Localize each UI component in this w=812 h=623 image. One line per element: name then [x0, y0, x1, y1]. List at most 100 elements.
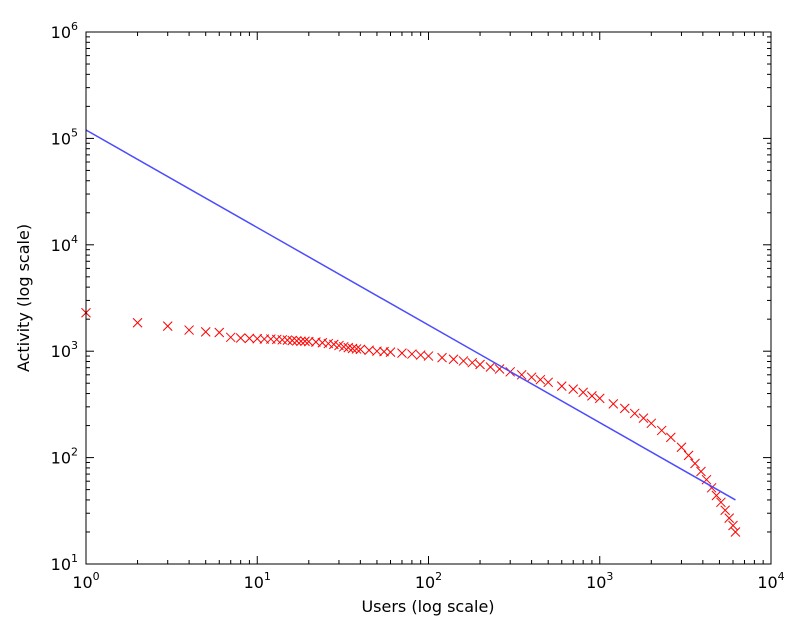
- scatter-point-stroke: [397, 348, 407, 358]
- scatter-point-stroke: [200, 326, 211, 337]
- scatter-point: [351, 344, 362, 354]
- scatter-point: [568, 384, 579, 394]
- scatter-point: [458, 356, 469, 366]
- scatter-point-stroke: [683, 450, 694, 461]
- tick-label-base: 10: [51, 555, 71, 574]
- scatter-point-stroke: [291, 336, 302, 346]
- scatter-point: [364, 345, 374, 356]
- scatter-point: [556, 381, 567, 391]
- scatter-point-stroke: [568, 384, 579, 394]
- tick-label-exponent: 1: [71, 552, 78, 565]
- scatter-point: [619, 403, 630, 414]
- tick-label-exponent: 2: [71, 446, 78, 459]
- scatter-point-stroke: [656, 425, 667, 436]
- scatter-point-stroke: [225, 332, 236, 343]
- scatter-point-stroke: [338, 341, 349, 352]
- scatter-point-stroke: [287, 335, 298, 346]
- scatter-point-stroke: [701, 474, 712, 485]
- tick-label-exponent: 6: [71, 20, 78, 33]
- y-tick-label: 104: [51, 233, 78, 255]
- scatter-point-stroke: [629, 408, 640, 419]
- scatter-point-stroke: [235, 333, 246, 343]
- scatter-point: [683, 450, 694, 461]
- scatter-point: [665, 432, 676, 443]
- scatter-point: [656, 425, 667, 436]
- scatter-point: [690, 458, 700, 469]
- tick-label-exponent: 4: [71, 233, 78, 246]
- scatter-point: [355, 344, 366, 355]
- scatter-point: [415, 350, 426, 360]
- scatter-point-stroke: [730, 527, 741, 537]
- scatter-point-stroke: [665, 432, 676, 443]
- tick-label-base: 10: [51, 129, 71, 148]
- scatter-point-stroke: [415, 350, 426, 360]
- scatter-point: [594, 393, 605, 404]
- scatter-point: [720, 505, 731, 516]
- scatter-point: [291, 336, 302, 346]
- scatter-point-stroke: [638, 413, 649, 423]
- scatter-point-stroke: [494, 364, 505, 374]
- scatter-point: [629, 408, 640, 419]
- scatter-point: [535, 374, 546, 385]
- scatter-point: [423, 351, 434, 361]
- scatter-point-stroke: [385, 347, 396, 357]
- scatter-point-stroke: [516, 369, 527, 380]
- x-tick-label: 103: [586, 570, 613, 592]
- scatter-point-stroke: [696, 466, 706, 477]
- scatter-point: [475, 359, 485, 370]
- scatter-point: [485, 362, 496, 372]
- scatter-point: [162, 321, 173, 331]
- y-tick-label: 106: [51, 20, 78, 42]
- tick-label-base: 10: [51, 236, 71, 255]
- scatter-point: [407, 349, 417, 359]
- scatter-point-stroke: [407, 349, 417, 359]
- scatter-point-stroke: [706, 482, 717, 493]
- scatter-point-stroke: [214, 327, 225, 338]
- scatter-point-stroke: [485, 362, 496, 372]
- scatter-point-stroke: [364, 345, 374, 356]
- scatter-point: [587, 391, 597, 401]
- scatter-point: [200, 326, 211, 337]
- scatter-point-stroke: [334, 340, 344, 351]
- fit-line: [85, 129, 736, 501]
- tick-label-exponent: 0: [93, 570, 100, 583]
- scatter-point-stroke: [162, 321, 173, 331]
- y-tick-label: 105: [51, 126, 78, 148]
- scatter-point: [730, 527, 741, 537]
- scatter-point: [646, 418, 657, 429]
- scatter-point: [724, 513, 735, 523]
- y-tick-label: 103: [51, 339, 78, 361]
- scatter-point-stroke: [328, 339, 339, 350]
- scatter-point-stroke: [282, 335, 293, 346]
- scatter-point-stroke: [317, 337, 328, 348]
- scatter-point-stroke: [526, 372, 537, 383]
- scatter-point-stroke: [277, 334, 288, 345]
- scatter-point: [711, 490, 722, 501]
- tick-label-base: 10: [51, 449, 71, 468]
- scatter-point: [696, 466, 706, 477]
- y-axis-title: Activity (log scale): [14, 224, 33, 372]
- scatter-point-stroke: [303, 336, 314, 347]
- tick-label-base: 10: [757, 573, 777, 592]
- scatter-point: [543, 377, 554, 388]
- tick-label-base: 10: [586, 573, 606, 592]
- tick-label-base: 10: [51, 342, 71, 361]
- scatter-point: [214, 327, 225, 338]
- scatter-point: [578, 387, 589, 398]
- scatter-point: [728, 520, 738, 531]
- scatter-point: [716, 497, 726, 508]
- scatter-point-stroke: [587, 391, 597, 401]
- scatter-point-stroke: [594, 393, 605, 404]
- scatter-point: [437, 352, 447, 363]
- scatter-point: [467, 357, 478, 368]
- y-tick-label: 102: [51, 446, 78, 468]
- scatter-point-stroke: [271, 334, 282, 345]
- scatter-point: [303, 336, 314, 347]
- scatter-point: [252, 333, 263, 344]
- scatter-point: [287, 335, 298, 346]
- scatter-point-stroke: [355, 344, 366, 355]
- scatter-point-stroke: [608, 398, 619, 409]
- scatter-point: [638, 413, 649, 423]
- scatter-point-stroke: [676, 442, 687, 453]
- scatter-point: [516, 369, 527, 380]
